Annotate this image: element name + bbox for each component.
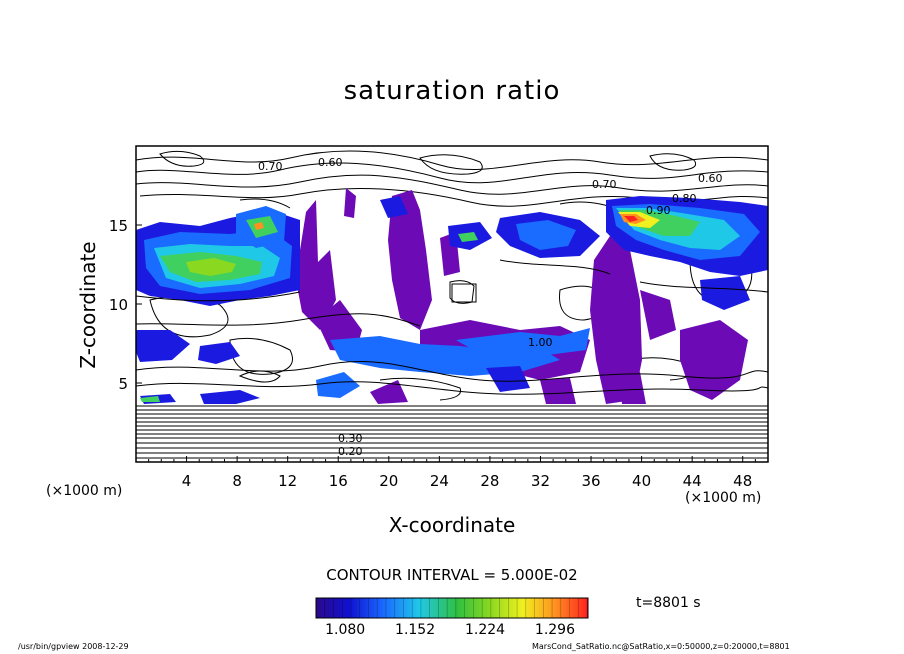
footer-source: MarsCond_SatRatio.nc@SatRatio,x=0:50000,… [532,642,790,651]
x-unit-label-right: (×1000 m) [685,490,762,506]
y-tick-label: 5 [118,375,128,393]
x-tick-label: 28 [480,472,499,490]
x-tick-label: 20 [379,472,398,490]
y-axis: 5 10 15 [109,217,142,393]
colorbar-tick-label: 1.152 [395,622,436,638]
colorbar-tick-label: 1.224 [464,622,506,638]
contour-label: 0.70 [258,160,283,173]
colorbar [315,597,589,619]
blue-regions [136,196,768,404]
footer-command: /usr/bin/gpview 2008-12-29 [18,642,129,651]
plot-area: 0.70 0.60 0.60 0.70 0.80 0.90 1.00 0.30 … [136,150,768,459]
y-tick-label: 15 [109,217,128,235]
y-tick-label: 10 [109,296,128,314]
x-tick-label: 36 [581,472,600,490]
x-tick-label: 44 [683,472,702,490]
contour-label: 0.80 [672,192,697,205]
colorbar-ticks [315,598,588,618]
contour-label: 0.20 [338,445,363,458]
colorbar-tick-label: 1.080 [325,622,366,638]
contour-label: 0.60 [318,156,343,169]
time-label: t=8801 s [636,595,701,611]
contour-label: 0.30 [338,432,363,445]
x-tick-label: 4 [182,472,192,490]
upper-contours [136,150,768,211]
contour-labels: 0.70 0.60 0.60 0.70 0.80 0.90 1.00 0.30 … [258,156,723,458]
contour-label: 0.90 [646,204,671,217]
interior-contours [136,259,768,395]
contour-label: 0.60 [698,172,723,185]
contour-label: 0.70 [592,178,617,191]
contour-interval-text: CONTOUR INTERVAL = 5.000E-02 [326,566,578,584]
x-tick-label: 40 [632,472,651,490]
x-axis: 4 8 12 16 20 24 28 32 36 40 44 48 [148,456,756,490]
chart-title: saturation ratio [343,76,561,106]
x-tick-label: 48 [733,472,752,490]
x-tick-label: 24 [430,472,449,490]
x-tick-label: 16 [329,472,348,490]
x-unit-label-left: (×1000 m) [46,483,123,499]
x-tick-label: 8 [232,472,242,490]
x-tick-label: 32 [531,472,550,490]
x-axis-label: X-coordinate [388,513,516,537]
contour-label: 1.00 [528,336,553,349]
colorbar-tick-label: 1.296 [534,622,576,638]
x-tick-label: 12 [278,472,297,490]
